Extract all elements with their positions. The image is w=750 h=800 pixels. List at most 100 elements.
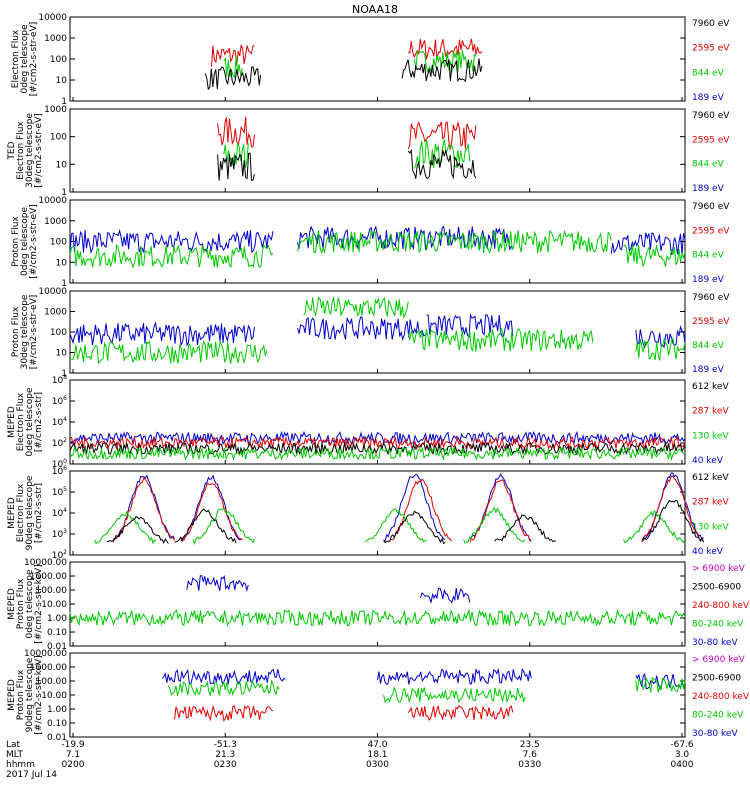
y-axis-label: Electron Flux <box>11 29 21 88</box>
legend-entry: 189 eV <box>692 184 725 194</box>
y-axis-label: [#/cm2-s-str-eV] <box>29 204 39 279</box>
y-axis-label: 0deg telescope <box>20 207 30 277</box>
y-tick-label: 103 <box>52 528 67 540</box>
panel-frame <box>69 290 686 374</box>
series-line <box>167 676 686 704</box>
y-tick-label: 106 <box>52 395 67 407</box>
y-tick-label: 1000 <box>44 217 67 227</box>
y-tick-label: 1 <box>61 97 67 107</box>
y-axis-label: [#/cm2-s-str-eV] <box>34 113 44 188</box>
series-line <box>204 58 483 91</box>
y-tick-label: 10.00 <box>41 600 67 610</box>
legend-entry: 189 eV <box>692 93 725 103</box>
legend-entry: 287 keV <box>692 407 729 417</box>
y-axis-label: MEPED <box>7 406 17 438</box>
y-axis-label: 30deg telescope <box>20 294 30 369</box>
y-axis-label: Proton Flux <box>11 216 21 267</box>
y-tick-label: 10 <box>56 258 68 268</box>
tick-mlt: 7.6 <box>523 750 538 760</box>
y-axis-label: TED <box>7 141 17 160</box>
panel-frame <box>69 16 686 102</box>
legend-entry: 2595 eV <box>692 317 730 327</box>
y-tick-label: 100 <box>50 55 67 65</box>
series-line <box>69 229 686 269</box>
y-tick-label: 104 <box>52 507 67 519</box>
y-tick-label: 1000 <box>44 105 67 115</box>
y-tick-label: 100 <box>50 238 67 248</box>
y-tick-label: 1000 <box>44 308 67 318</box>
y-tick-label: 1 <box>61 369 67 379</box>
legend-entry: 2595 eV <box>692 226 730 236</box>
y-tick-label: 10000.00 <box>24 649 67 659</box>
y-tick-label: 108 <box>52 374 67 386</box>
legend-entry: 30-80 keV <box>692 729 738 739</box>
legend-entry: 844 eV <box>692 341 725 351</box>
series-line <box>112 472 704 543</box>
legend-entry: 844 eV <box>692 160 725 170</box>
panel-frame <box>69 561 686 647</box>
legend-entry: 40 keV <box>692 547 724 557</box>
legend-entry: 80-240 keV <box>692 620 744 630</box>
legend-entry: 80-240 keV <box>692 711 744 721</box>
y-tick-label: 100 <box>50 133 67 143</box>
y-tick-label: 10 <box>56 160 68 170</box>
y-tick-label: 1 <box>61 279 67 289</box>
panel-2: 1 10 100 1000 TED Electron Flux 30deg telescop… <box>7 105 730 198</box>
y-tick-label: 10 <box>56 76 68 86</box>
panel-1: 1 10 100 1000 10000 Electron Flux 0deg telesco… <box>11 13 730 107</box>
y-axis-label: [#/cm2-s-str] <box>34 483 44 543</box>
y-axis-label: 0deg telescope <box>25 569 35 639</box>
y-axis-label: 30deg telescope <box>25 113 35 188</box>
y-axis-label: Electron Flux <box>16 483 26 542</box>
legend-entry: 2595 eV <box>692 135 730 145</box>
legend-entry: 2500-6900 <box>692 674 741 684</box>
y-tick-label: 106 <box>52 465 67 477</box>
legend-entry: 30-80 keV <box>692 638 738 648</box>
legend-entry: 2595 eV <box>692 44 730 54</box>
y-tick-label: 0.10 <box>47 628 67 638</box>
series-line <box>174 704 514 722</box>
y-tick-label: 10000 <box>38 13 67 23</box>
legend-entry: 7960 eV <box>692 202 730 212</box>
series-line <box>69 225 686 255</box>
legend-entry: 7960 eV <box>692 111 730 121</box>
y-tick-label: 100 <box>50 328 67 338</box>
legend-entry: 40 keV <box>692 456 724 466</box>
tick-mlt: 7.1 <box>66 750 80 760</box>
tick-lat: -19.9 <box>61 740 85 750</box>
series-line <box>217 148 477 182</box>
tick-lat: -67.6 <box>670 740 694 750</box>
tick-lat: 47.0 <box>367 740 387 750</box>
series-line <box>69 608 686 627</box>
y-tick-label: 100.00 <box>36 677 68 687</box>
tick-time: 0400 <box>671 760 694 770</box>
y-axis-label: Electron Flux <box>16 121 26 180</box>
series-line <box>94 506 686 546</box>
y-tick-label: 10000 <box>38 287 67 297</box>
legend-entry: 2500-6900 <box>692 583 741 593</box>
y-tick-label: 1.00 <box>47 614 67 624</box>
y-axis-label: Proton Flux <box>16 578 26 629</box>
y-tick-label: 1000 <box>44 34 67 44</box>
tick-time: 0200 <box>62 760 85 770</box>
series-line <box>106 499 704 545</box>
y-tick-label: 100.00 <box>36 586 68 596</box>
series-line <box>69 296 686 365</box>
series-line <box>211 38 483 67</box>
series-line <box>217 116 477 150</box>
y-tick-label: 1 <box>61 188 67 198</box>
y-tick-label: 0.01 <box>47 642 67 652</box>
y-axis-label: 0deg telescope <box>20 24 30 94</box>
legend-entry: 7960 eV <box>692 19 730 29</box>
legend-entry: 844 eV <box>692 251 725 261</box>
y-axis-label: MEPED <box>7 679 17 711</box>
legend-entry: 189 eV <box>692 275 725 285</box>
footer-row-label: Lat <box>6 740 21 750</box>
y-tick-label: 104 <box>52 416 67 428</box>
y-tick-label: 10000 <box>38 196 67 206</box>
series-line <box>69 430 686 446</box>
y-axis-label: MEPED <box>7 588 17 620</box>
